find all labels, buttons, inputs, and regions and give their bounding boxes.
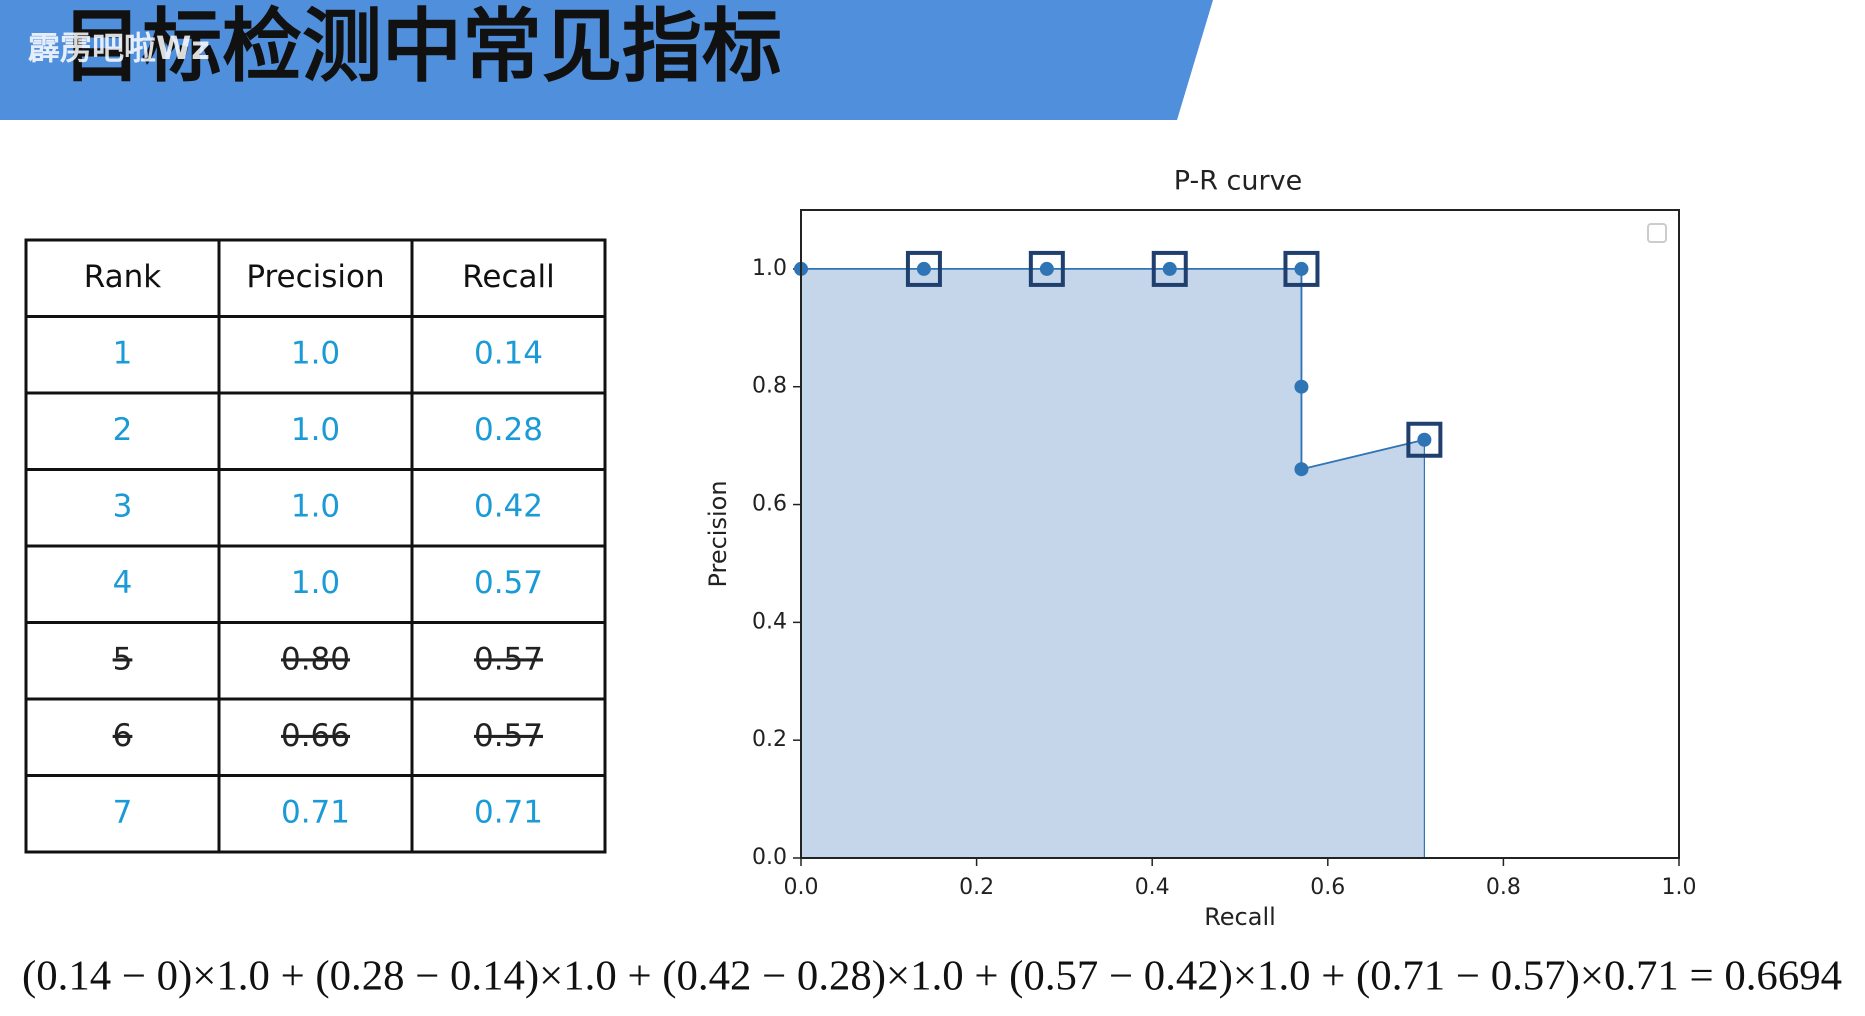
x-axis-label: Recall	[1204, 903, 1276, 931]
watermark: 霹雳吧啦Wz	[28, 29, 210, 67]
x-tick-label: 0.2	[959, 875, 994, 900]
table-cell: 0.80	[281, 641, 350, 677]
y-tick-label: 0.8	[752, 374, 787, 399]
highlight-square	[1406, 421, 1443, 458]
table-cell: 0.14	[474, 335, 543, 371]
table-cell: 0.57	[474, 641, 543, 677]
chart-title: P-R curve	[1174, 166, 1302, 197]
plot-frame	[800, 209, 1680, 859]
table-header: Recall	[462, 259, 555, 295]
point	[1162, 261, 1177, 276]
area	[800, 268, 1425, 859]
table-cell: 0.57	[474, 718, 543, 754]
table-cell: 0.57	[474, 565, 543, 601]
formula: (0.14 − 0)×1.0 + (0.28 − 0.14)×1.0 + (0.…	[22, 954, 1842, 1000]
x-tick-label: 0.8	[1486, 875, 1521, 900]
legend-box	[1647, 223, 1667, 243]
line	[801, 268, 1425, 471]
table-cell: 1	[113, 335, 133, 371]
point	[1294, 462, 1309, 477]
y-tick-label: 0.0	[752, 845, 787, 870]
table-cell: 0.66	[281, 718, 350, 754]
y-tick-label: 0.2	[752, 727, 787, 752]
point	[1417, 432, 1432, 447]
table-header: Rank	[84, 259, 162, 295]
highlight-square	[1283, 250, 1320, 287]
table-cell: 0.71	[281, 794, 350, 830]
y-tick-label: 0.4	[752, 609, 787, 634]
highlight-square	[1151, 250, 1188, 287]
highlight-square	[1028, 250, 1065, 287]
y-axis-label: Precision	[704, 480, 732, 587]
point	[916, 261, 931, 276]
y-tick-label: 1.0	[752, 256, 787, 281]
table-cell: 5	[113, 641, 133, 677]
table-cell: 0.71	[474, 794, 543, 830]
table-cell: 4	[113, 565, 133, 601]
x-tick-label: 1.0	[1662, 875, 1697, 900]
x-tick-label: 0.0	[784, 875, 819, 900]
point	[1294, 261, 1309, 276]
table-cell: 6	[113, 718, 133, 754]
table-cell: 3	[113, 488, 133, 524]
x-tick-label: 0.6	[1310, 875, 1345, 900]
table-cell: 2	[113, 412, 133, 448]
table-cell: 0.28	[474, 412, 543, 448]
point	[1039, 261, 1054, 276]
highlight-square	[905, 250, 942, 287]
table-cell: 1.0	[291, 565, 340, 601]
header-banner	[0, 0, 1213, 120]
table-header: Precision	[246, 259, 384, 295]
table-cell: 1.0	[291, 488, 340, 524]
point	[1294, 379, 1309, 394]
table-cell: 1.0	[291, 412, 340, 448]
table-cell: 7	[113, 794, 133, 830]
y-tick-label: 0.6	[752, 492, 787, 517]
table-cell: 0.42	[474, 488, 543, 524]
page-title: 目标检测中常见指标	[62, 0, 782, 93]
x-tick-label: 0.4	[1135, 875, 1170, 900]
table-cell: 1.0	[291, 335, 340, 371]
